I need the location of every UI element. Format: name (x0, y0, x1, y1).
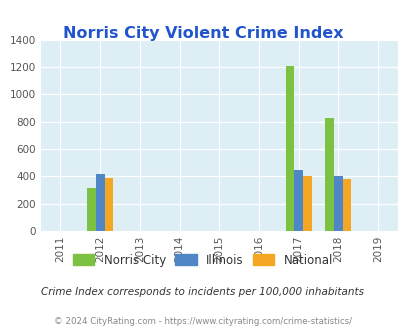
Text: Crime Index corresponds to incidents per 100,000 inhabitants: Crime Index corresponds to incidents per… (41, 287, 364, 297)
Bar (294, 170, 302, 231)
Bar (324, 118, 333, 231)
Bar (302, 176, 311, 231)
Bar (104, 178, 113, 231)
Bar (342, 179, 351, 231)
Text: Norris City Violent Crime Index: Norris City Violent Crime Index (62, 26, 343, 41)
Bar (333, 176, 342, 231)
Text: © 2024 CityRating.com - https://www.cityrating.com/crime-statistics/: © 2024 CityRating.com - https://www.city… (54, 317, 351, 326)
Legend: Norris City, Illinois, National: Norris City, Illinois, National (69, 250, 336, 270)
Bar (96, 174, 104, 231)
Bar (87, 188, 96, 231)
Bar (285, 66, 294, 231)
